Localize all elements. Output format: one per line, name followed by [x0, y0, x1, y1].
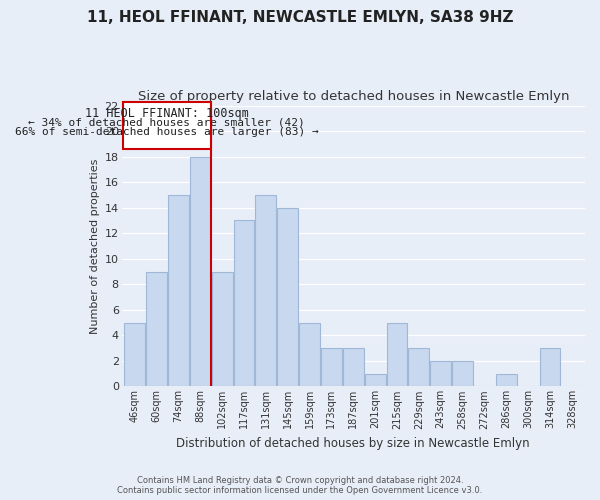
- Bar: [124, 322, 145, 386]
- Bar: [256, 195, 276, 386]
- Bar: [539, 348, 560, 387]
- Bar: [430, 361, 451, 386]
- Bar: [168, 195, 189, 386]
- Text: 11, HEOL FFINANT, NEWCASTLE EMLYN, SA38 9HZ: 11, HEOL FFINANT, NEWCASTLE EMLYN, SA38 …: [87, 10, 513, 25]
- Bar: [452, 361, 473, 386]
- Y-axis label: Number of detached properties: Number of detached properties: [91, 158, 100, 334]
- Bar: [212, 272, 233, 386]
- Bar: [343, 348, 364, 387]
- Title: Size of property relative to detached houses in Newcastle Emlyn: Size of property relative to detached ho…: [137, 90, 569, 103]
- Bar: [122, 102, 211, 149]
- Bar: [496, 374, 517, 386]
- X-axis label: Distribution of detached houses by size in Newcastle Emlyn: Distribution of detached houses by size …: [176, 437, 530, 450]
- Bar: [409, 348, 429, 387]
- Bar: [233, 220, 254, 386]
- Text: 66% of semi-detached houses are larger (83) →: 66% of semi-detached houses are larger (…: [15, 128, 319, 138]
- Text: ← 34% of detached houses are smaller (42): ← 34% of detached houses are smaller (42…: [28, 117, 305, 127]
- Bar: [190, 156, 211, 386]
- Text: 11 HEOL FFINANT: 100sqm: 11 HEOL FFINANT: 100sqm: [85, 107, 248, 120]
- Bar: [146, 272, 167, 386]
- Bar: [321, 348, 342, 387]
- Bar: [365, 374, 386, 386]
- Text: Contains HM Land Registry data © Crown copyright and database right 2024.
Contai: Contains HM Land Registry data © Crown c…: [118, 476, 482, 495]
- Bar: [277, 208, 298, 386]
- Bar: [386, 322, 407, 386]
- Bar: [299, 322, 320, 386]
